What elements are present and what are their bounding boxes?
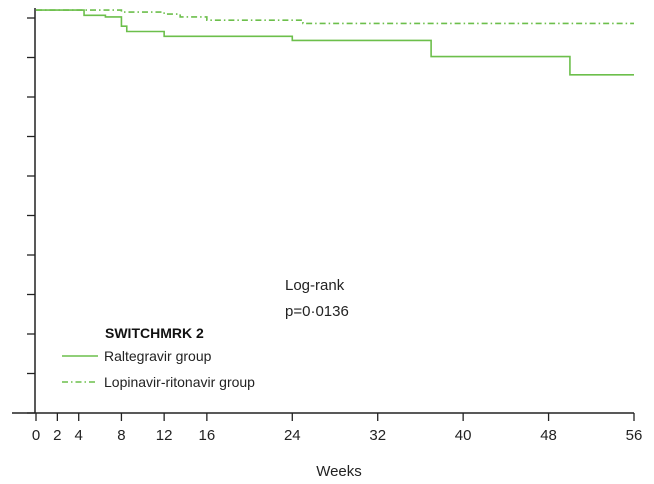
axes: 0 2 4 8 12 16 24 32 40 48 56 [12,8,642,444]
legend-label-raltegravir: Raltegravir group [104,348,212,364]
x-ticks: 0 2 4 8 12 16 24 32 40 48 56 [32,413,643,444]
x-tick-label: 56 [626,427,643,444]
x-tick-label: 48 [540,427,557,444]
x-tick-label: 0 [32,427,40,444]
x-tick-label: 32 [369,427,386,444]
x-tick-label: 4 [75,427,83,444]
p-value-label: p=0·0136 [285,303,349,320]
x-tick-label: 24 [284,427,301,444]
x-tick-label: 2 [53,427,61,444]
x-tick-label: 12 [156,427,173,444]
x-tick-label: 16 [199,427,216,444]
x-axis-label: Weeks [316,463,362,480]
series-layer [36,9,634,76]
series-line-lopinavir-ritonavir [36,9,634,25]
legend: SWITCHMRK 2 Raltegravir group Lopinavir-… [62,325,255,390]
y-ticks [27,17,35,414]
log-rank-label: Log-rank [285,277,345,294]
legend-label-lopinavir: Lopinavir-ritonavir group [104,374,255,390]
x-tick-label: 8 [117,427,125,444]
legend-title: SWITCHMRK 2 [105,325,204,341]
x-tick-label: 40 [455,427,472,444]
series-line-raltegravir [36,9,634,76]
